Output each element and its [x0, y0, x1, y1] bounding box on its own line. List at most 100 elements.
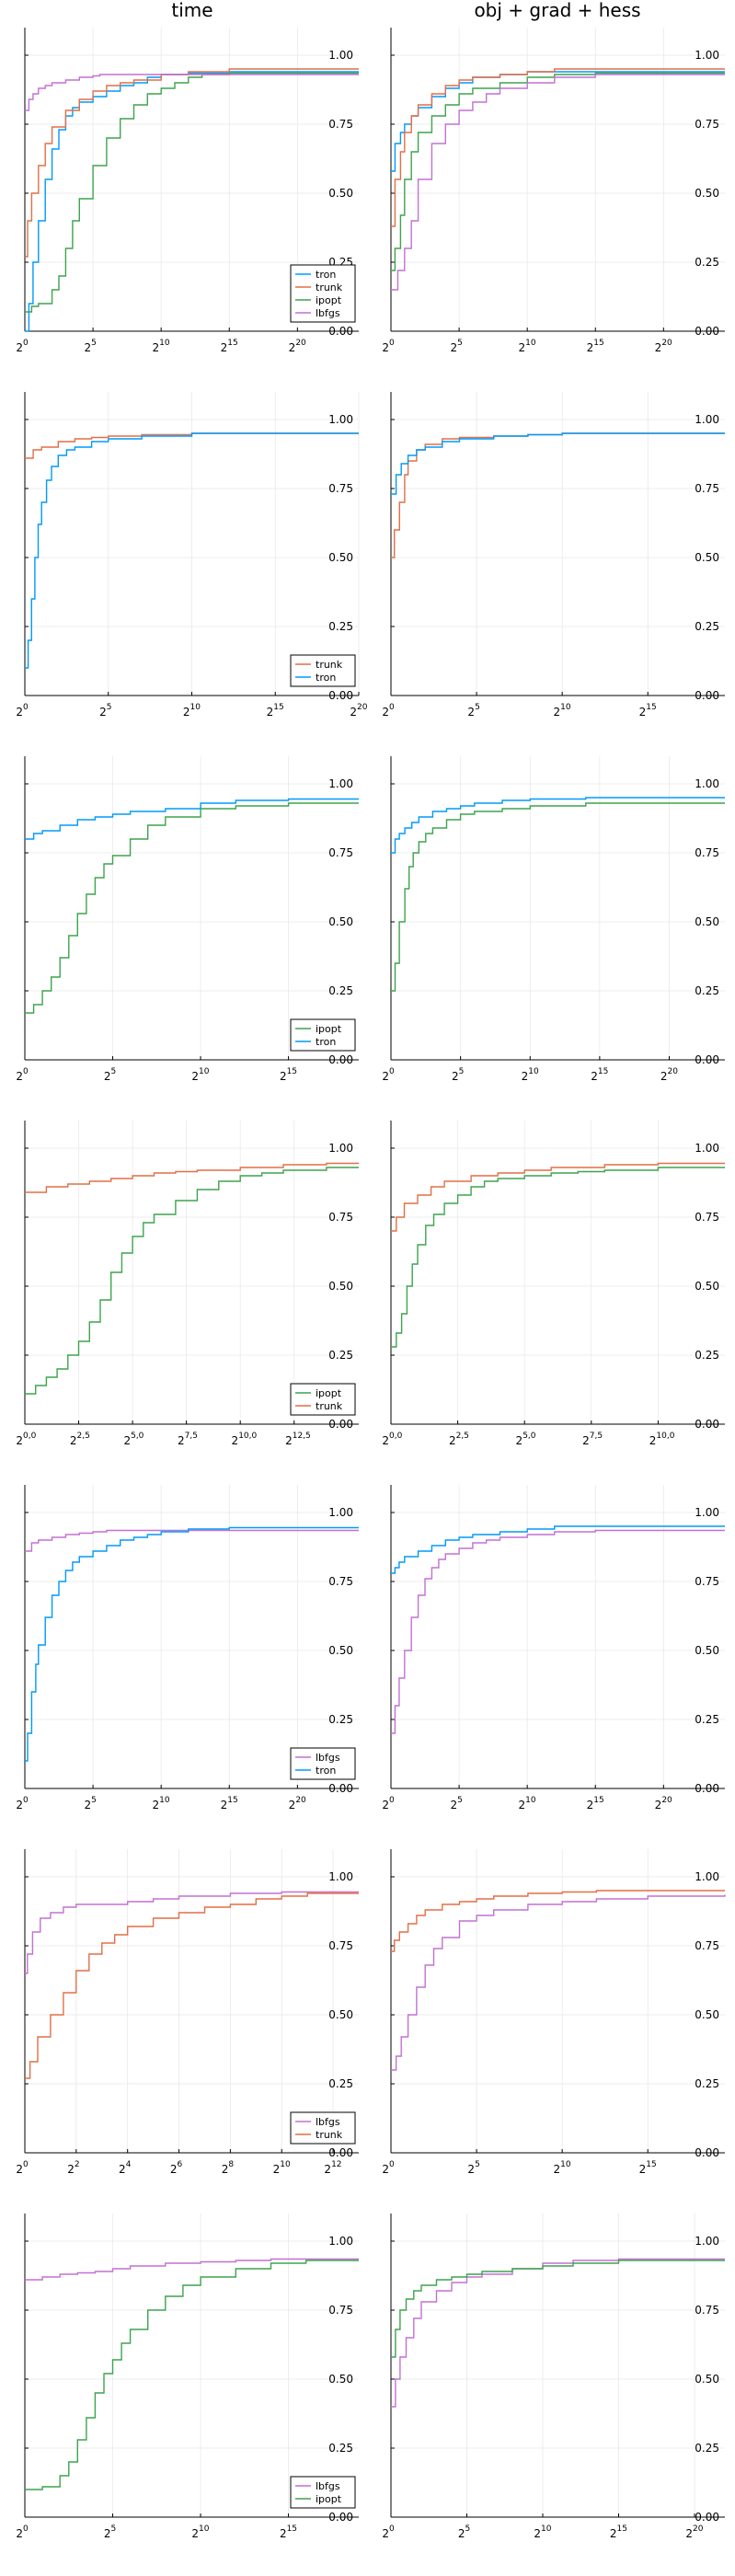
y-tick-label: 1.00 — [328, 49, 353, 62]
legend-label-tron: tron — [316, 1036, 336, 1048]
x-tick-label: 5 — [91, 1796, 97, 1805]
y-tick-label: 1.00 — [695, 1870, 719, 1883]
y-tick-label: 0.00 — [695, 1418, 719, 1431]
y-tick-label: 0.75 — [695, 482, 719, 495]
x-tick-base: 2 — [519, 341, 526, 354]
y-tick-label: 0.25 — [328, 984, 353, 997]
x-tick-label: 5 — [475, 2160, 480, 2169]
x-tick-base: 2 — [104, 1070, 111, 1083]
y-tick-label: 0.50 — [695, 2373, 719, 2386]
subplot-0-3: 0.000.250.500.751.002 0,0 2 2,5 2 5,0 2 7,5 2 10,… — [16, 1121, 359, 1447]
x-tick-base: 2 — [16, 706, 23, 719]
y-tick-label: 0.00 — [328, 689, 353, 702]
x-tick-base: 2 — [685, 2527, 693, 2540]
x-tick-label: 15 — [287, 2524, 297, 2534]
legend-label-trunk: trunk — [316, 2129, 343, 2141]
y-tick-label: 0.75 — [695, 1211, 719, 1224]
x-tick-base: 2 — [280, 2527, 287, 2540]
x-tick-base: 2 — [516, 1434, 523, 1447]
y-tick-label: 0.25 — [328, 2077, 353, 2090]
x-tick-label: 15 — [287, 1067, 297, 1076]
subplot-0-0: 0.000.250.500.751.002 0 2 5 2 10 2 15 2 20trontru… — [16, 28, 359, 354]
x-tick-base: 2 — [554, 2163, 561, 2176]
y-tick-label: 0.75 — [695, 2304, 719, 2317]
x-tick-base: 2 — [16, 2527, 23, 2540]
y-tick-label: 1.00 — [328, 1870, 353, 1883]
series-line-lbfgs — [391, 1894, 726, 2071]
x-tick-base: 2 — [350, 706, 357, 719]
x-tick-base: 2 — [267, 706, 274, 719]
series-line-tron — [391, 797, 725, 854]
x-tick-base: 2 — [191, 1070, 199, 1083]
y-tick-label: 1.00 — [695, 777, 719, 790]
x-tick-label: 5,0 — [131, 1432, 144, 1441]
series-line-lbfgs — [25, 74, 359, 111]
x-tick-base: 2 — [191, 2527, 199, 2540]
x-tick-label: 6 — [178, 2160, 183, 2169]
series-line-lbfgs — [391, 2258, 725, 2408]
series-line-trunk — [391, 68, 725, 227]
y-tick-label: 1.00 — [695, 1142, 719, 1155]
x-tick-label: 0 — [23, 1796, 29, 1805]
y-tick-label: 0.75 — [328, 2304, 353, 2317]
y-tick-label: 0.00 — [328, 1782, 353, 1795]
x-tick-base: 2 — [450, 1799, 457, 1811]
series-line-ipopt — [391, 2260, 725, 2358]
x-tick-base: 2 — [382, 1070, 389, 1083]
y-tick-label: 0.25 — [328, 1713, 353, 1726]
x-tick-label: 15 — [227, 1796, 237, 1805]
x-tick-label: 20 — [693, 2524, 704, 2534]
y-tick-label: 0.50 — [695, 187, 719, 200]
legend-label-ipopt: ipopt — [316, 1023, 342, 1035]
x-tick-label: 0 — [23, 339, 29, 348]
x-tick-label: 0 — [23, 703, 29, 712]
x-tick-base: 2 — [382, 1799, 389, 1811]
x-tick-label: 2 — [75, 2160, 80, 2169]
y-tick-label: 0.25 — [695, 2442, 719, 2455]
x-tick-base: 2 — [324, 2163, 331, 2176]
x-tick-label: 12 — [331, 2160, 341, 2169]
x-tick-base: 2 — [587, 341, 594, 354]
series-line-trunk — [391, 1890, 725, 1952]
x-tick-label: 0 — [389, 339, 395, 348]
x-tick-base: 2 — [178, 1434, 185, 1447]
x-tick-base: 2 — [153, 1799, 160, 1811]
y-tick-label: 0.50 — [695, 1644, 719, 1657]
legend-label-lbfgs: lbfgs — [316, 307, 340, 319]
x-tick-label: 10 — [525, 1796, 536, 1805]
x-tick-base: 2 — [519, 1799, 526, 1811]
x-tick-base: 2 — [221, 341, 228, 354]
x-tick-base: 2 — [67, 2163, 75, 2176]
y-tick-label: 0.50 — [695, 2008, 719, 2021]
y-tick-label: 0.00 — [695, 2511, 719, 2524]
y-tick-label: 0.25 — [695, 1713, 719, 1726]
x-tick-base: 2 — [153, 341, 160, 354]
y-tick-label: 0.75 — [328, 1575, 353, 1588]
y-tick-label: 0.00 — [695, 325, 719, 338]
x-tick-label: 10 — [199, 2524, 210, 2534]
y-tick-label: 0.25 — [695, 620, 719, 633]
x-tick-base: 2 — [289, 341, 296, 354]
x-tick-base: 2 — [170, 2163, 178, 2176]
x-tick-label: 20 — [661, 339, 672, 348]
x-tick-base: 2 — [382, 341, 389, 354]
x-tick-label: 5 — [91, 339, 97, 348]
series-line-trunk — [391, 1162, 725, 1232]
x-tick-base: 2 — [382, 1434, 389, 1447]
y-tick-label: 0.75 — [328, 1211, 353, 1224]
x-tick-base: 2 — [382, 706, 389, 719]
x-tick-label: 10 — [560, 2160, 571, 2169]
y-tick-label: 0.50 — [328, 551, 353, 564]
x-tick-label: 20 — [668, 1067, 679, 1076]
legend-label-trunk: trunk — [316, 1400, 343, 1412]
y-tick-label: 0.50 — [328, 187, 353, 200]
x-tick-base: 2 — [582, 1434, 590, 1447]
legend-label-ipopt: ipopt — [316, 294, 342, 306]
x-tick-base: 2 — [280, 1070, 287, 1083]
series-line-ipopt — [391, 1167, 725, 1348]
x-tick-base: 2 — [554, 706, 561, 719]
x-tick-label: 10 — [190, 703, 201, 712]
y-tick-label: 0.25 — [328, 2442, 353, 2455]
